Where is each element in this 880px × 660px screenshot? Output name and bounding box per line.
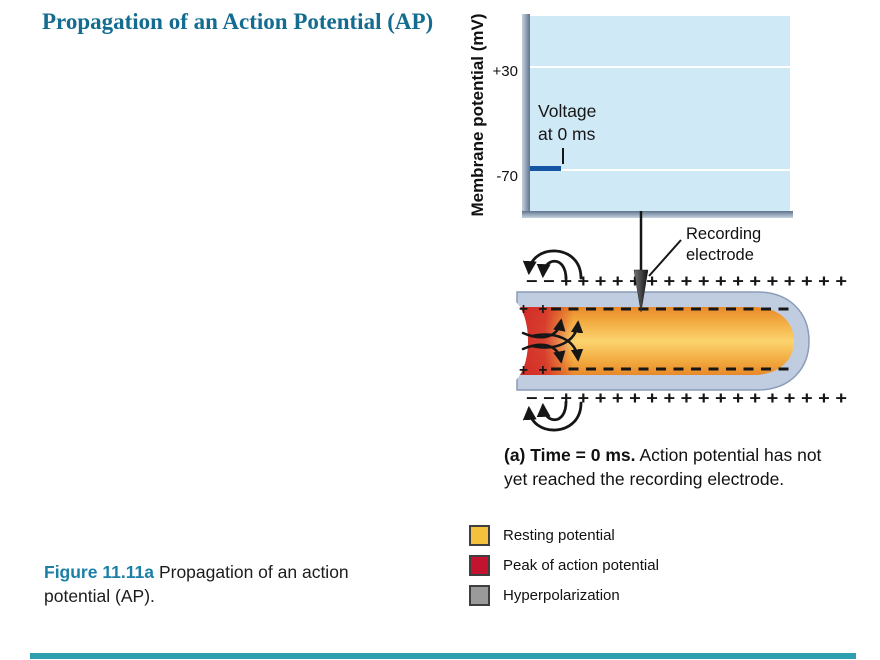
legend-label-resting: Resting potential xyxy=(503,527,615,544)
axon-cut-notch xyxy=(508,302,528,380)
page-title: Propagation of an Action Potential (AP) xyxy=(42,9,434,34)
voltage-trace xyxy=(530,166,561,171)
peak-action-potential-swatch xyxy=(469,555,490,576)
figure-caption: Figure 11.11a Propagation of an action po… xyxy=(44,560,414,608)
y-axis-line xyxy=(522,14,530,218)
hyperpolarization-swatch xyxy=(469,585,490,606)
charges-inside-bottom: + + xyxy=(519,362,550,379)
charges-outside-top: − − + + + + + + + + + + + + + + + + + xyxy=(526,271,847,291)
membrane-potential-plot: Voltage at 0 ms xyxy=(530,16,790,211)
charges-outside-bottom: − − + + + + + + + + + + + + + + + + + xyxy=(526,388,847,408)
current-arrow-bottom-outer xyxy=(522,401,583,432)
voltage-annotation: Voltage at 0 ms xyxy=(538,100,596,146)
resting-potential-swatch xyxy=(469,525,490,546)
gridline-minus70 xyxy=(530,169,790,171)
annotation-pointer-line xyxy=(562,148,564,164)
recording-electrode-label-line1: Recording xyxy=(686,225,761,243)
voltage-annotation-line2: at 0 ms xyxy=(538,124,596,144)
y-tick-minus70: -70 xyxy=(496,168,518,185)
current-arrow-inside-down-2 xyxy=(530,333,584,362)
axon-interior-resting xyxy=(516,307,794,375)
legend-row-resting: Resting potential xyxy=(469,525,659,546)
y-tick-plus30: +30 xyxy=(492,63,518,80)
panel-caption-text: Action potential has not yet reached the… xyxy=(504,445,822,489)
panel-caption: (a) Time = 0 ms. Action potential has not… xyxy=(504,444,844,491)
voltage-annotation-line1: Voltage xyxy=(538,101,597,121)
current-arrow-top-outer xyxy=(522,249,583,280)
legend-label-peak: Peak of action potential xyxy=(503,557,659,574)
bottom-accent-bar xyxy=(30,653,856,659)
legend-row-peak: Peak of action potential xyxy=(469,555,659,576)
current-arrow-inside-down-1 xyxy=(521,343,566,364)
current-arrow-inside-up-2 xyxy=(530,320,584,349)
electrode-pointer-line xyxy=(648,239,682,277)
y-axis-label: Membrane potential (mV) xyxy=(468,13,487,217)
panel-caption-label: (a) Time = 0 ms. xyxy=(504,445,636,465)
charges-inside-top: + + xyxy=(519,301,550,318)
figure-caption-label: Figure 11.11a xyxy=(44,562,154,582)
legend-label-hyperpolarization: Hyperpolarization xyxy=(503,587,620,604)
legend: Resting potential Peak of action potenti… xyxy=(469,525,659,615)
electrode-tip xyxy=(633,269,649,313)
figure-caption-text: Propagation of an action potential (AP). xyxy=(44,562,349,606)
gridline-plus30 xyxy=(530,66,790,68)
current-arrow-top-inner xyxy=(536,259,568,281)
x-axis-line xyxy=(522,211,793,218)
recording-electrode-label-line2: electrode xyxy=(686,246,754,264)
current-arrow-inside-up-1 xyxy=(521,318,566,339)
legend-row-hyperpolarization: Hyperpolarization xyxy=(469,585,659,606)
current-arrow-bottom-inner xyxy=(536,400,568,422)
axon-diagram: Recording electrode − − + + + + + + + + … xyxy=(508,211,847,432)
